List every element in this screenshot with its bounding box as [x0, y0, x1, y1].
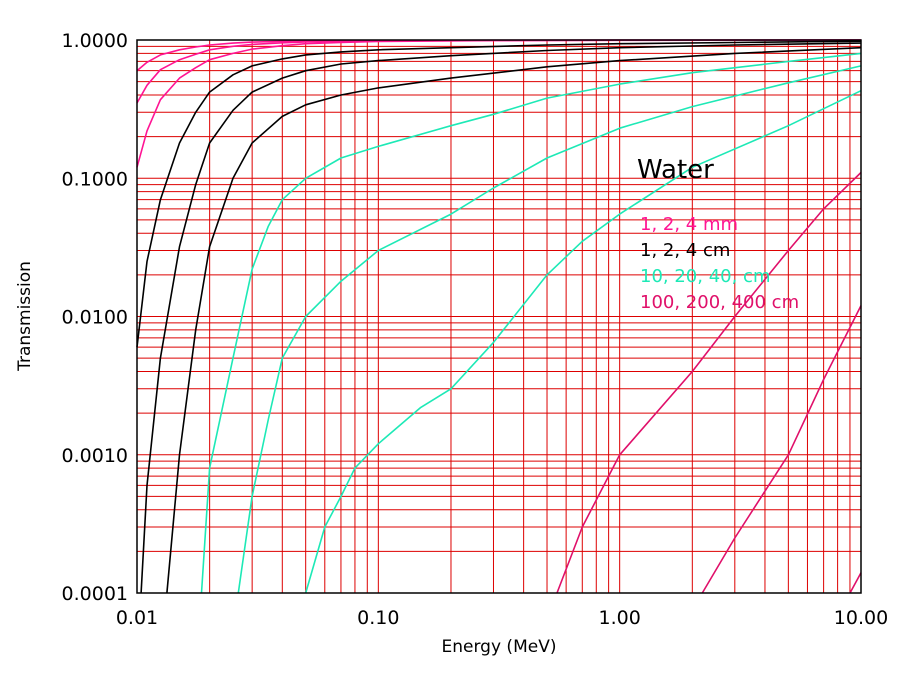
y-tick-label: 0.0010 — [62, 445, 128, 467]
y-axis-label: Transmission — [15, 261, 35, 372]
series-line-10 — [556, 171, 862, 594]
legend-100cm: 100, 200, 400 cm — [640, 292, 799, 313]
series-line-12 — [849, 572, 862, 594]
x-axis-label: Energy (MeV) — [442, 637, 557, 657]
legend-mm: 1, 2, 4 mm — [640, 214, 738, 235]
series-line-11 — [701, 305, 862, 594]
series-lines — [136, 39, 862, 594]
y-tick-labels: 0.0001 0.0010 0.0100 0.1000 1.0000 — [62, 30, 128, 605]
x-tick-label: 0.10 — [357, 607, 399, 629]
series-line-8 — [237, 65, 862, 594]
y-tick-label: 0.1000 — [62, 168, 128, 190]
x-tick-label: 1.00 — [599, 607, 641, 629]
series-line-9 — [304, 89, 862, 594]
material-annotation: Water — [637, 155, 714, 185]
x-tick-label: 10.00 — [834, 607, 888, 629]
y-tick-label: 1.0000 — [62, 30, 128, 52]
x-tick-labels: 0.01 0.10 1.00 10.00 — [116, 607, 888, 629]
series-line-4 — [136, 40, 862, 348]
plot-frame — [136, 39, 862, 594]
legend-10cm: 10, 20, 40, cm — [640, 266, 770, 287]
x-tick-label: 0.01 — [116, 607, 158, 629]
series-line-7 — [200, 52, 862, 594]
series-line-6 — [166, 46, 862, 594]
y-tick-label: 0.0100 — [62, 307, 128, 329]
legend-cm: 1, 2, 4 cm — [640, 240, 730, 261]
series-line-5 — [140, 42, 862, 594]
grid — [136, 40, 861, 594]
y-tick-label: 0.0001 — [62, 583, 128, 605]
